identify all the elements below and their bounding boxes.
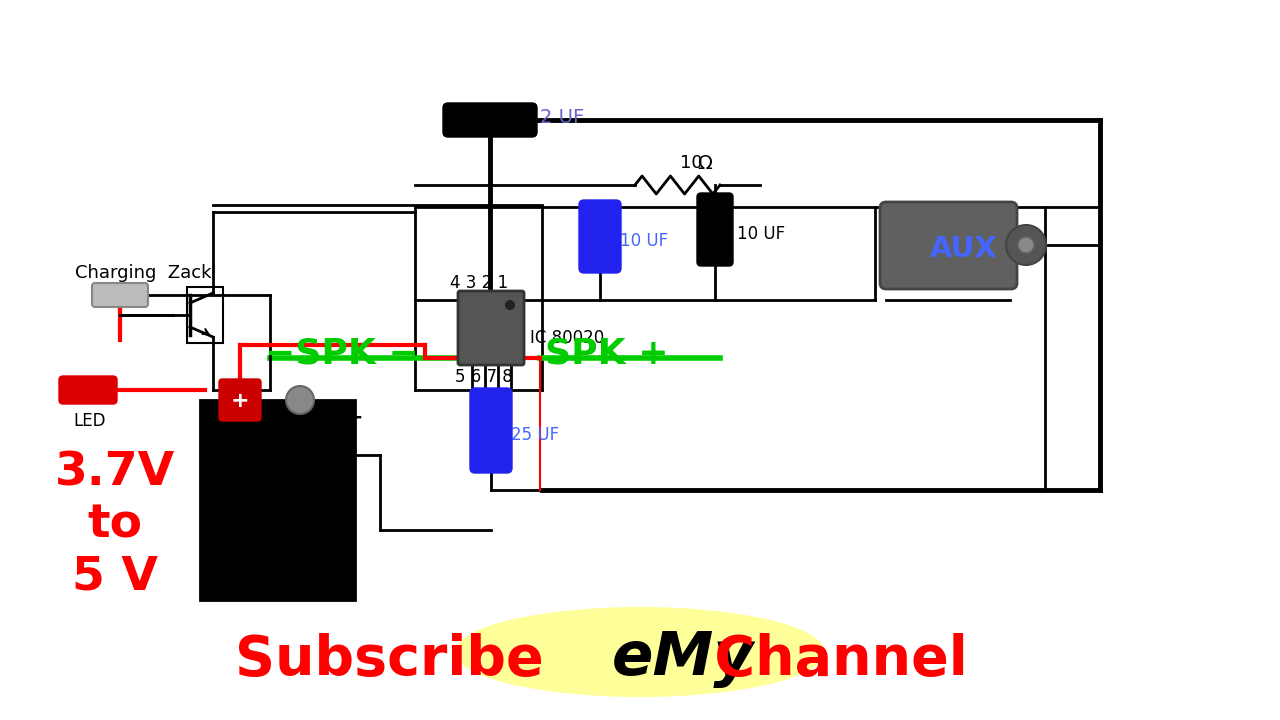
Text: IC 80020: IC 80020 — [530, 329, 604, 347]
FancyBboxPatch shape — [443, 103, 538, 137]
Text: 3.7V
to
5 V: 3.7V to 5 V — [55, 450, 175, 599]
Text: 25 UF: 25 UF — [511, 426, 559, 444]
Text: −SPK −: −SPK − — [265, 336, 419, 370]
Text: Charging  Zack: Charging Zack — [76, 264, 211, 282]
FancyBboxPatch shape — [698, 193, 733, 266]
Text: 10 UF: 10 UF — [620, 232, 668, 250]
FancyBboxPatch shape — [458, 291, 524, 365]
Text: LED: LED — [73, 412, 105, 430]
Text: 10 UF: 10 UF — [737, 225, 785, 243]
Text: eMy: eMy — [612, 629, 754, 688]
Text: 2 UF: 2 UF — [540, 107, 584, 127]
Text: AUX: AUX — [931, 235, 997, 263]
Text: SPK +: SPK + — [545, 336, 668, 370]
Text: −: − — [347, 408, 364, 428]
Text: Subscribe: Subscribe — [236, 633, 544, 687]
Circle shape — [1018, 237, 1034, 253]
FancyBboxPatch shape — [92, 283, 148, 307]
FancyBboxPatch shape — [219, 379, 261, 421]
Text: 5 6 7 8: 5 6 7 8 — [454, 368, 513, 386]
Circle shape — [506, 300, 515, 310]
FancyBboxPatch shape — [59, 376, 116, 404]
Circle shape — [1006, 225, 1046, 265]
FancyBboxPatch shape — [470, 388, 512, 473]
FancyBboxPatch shape — [579, 200, 621, 273]
Text: +: + — [230, 391, 250, 411]
Bar — [200, 400, 355, 600]
Ellipse shape — [454, 607, 826, 697]
Text: 4 3 2 1: 4 3 2 1 — [451, 274, 508, 292]
Text: Channel: Channel — [695, 633, 968, 687]
Text: 10: 10 — [680, 154, 703, 172]
FancyBboxPatch shape — [879, 202, 1018, 289]
Circle shape — [285, 386, 314, 414]
Text: Ω: Ω — [698, 153, 712, 173]
